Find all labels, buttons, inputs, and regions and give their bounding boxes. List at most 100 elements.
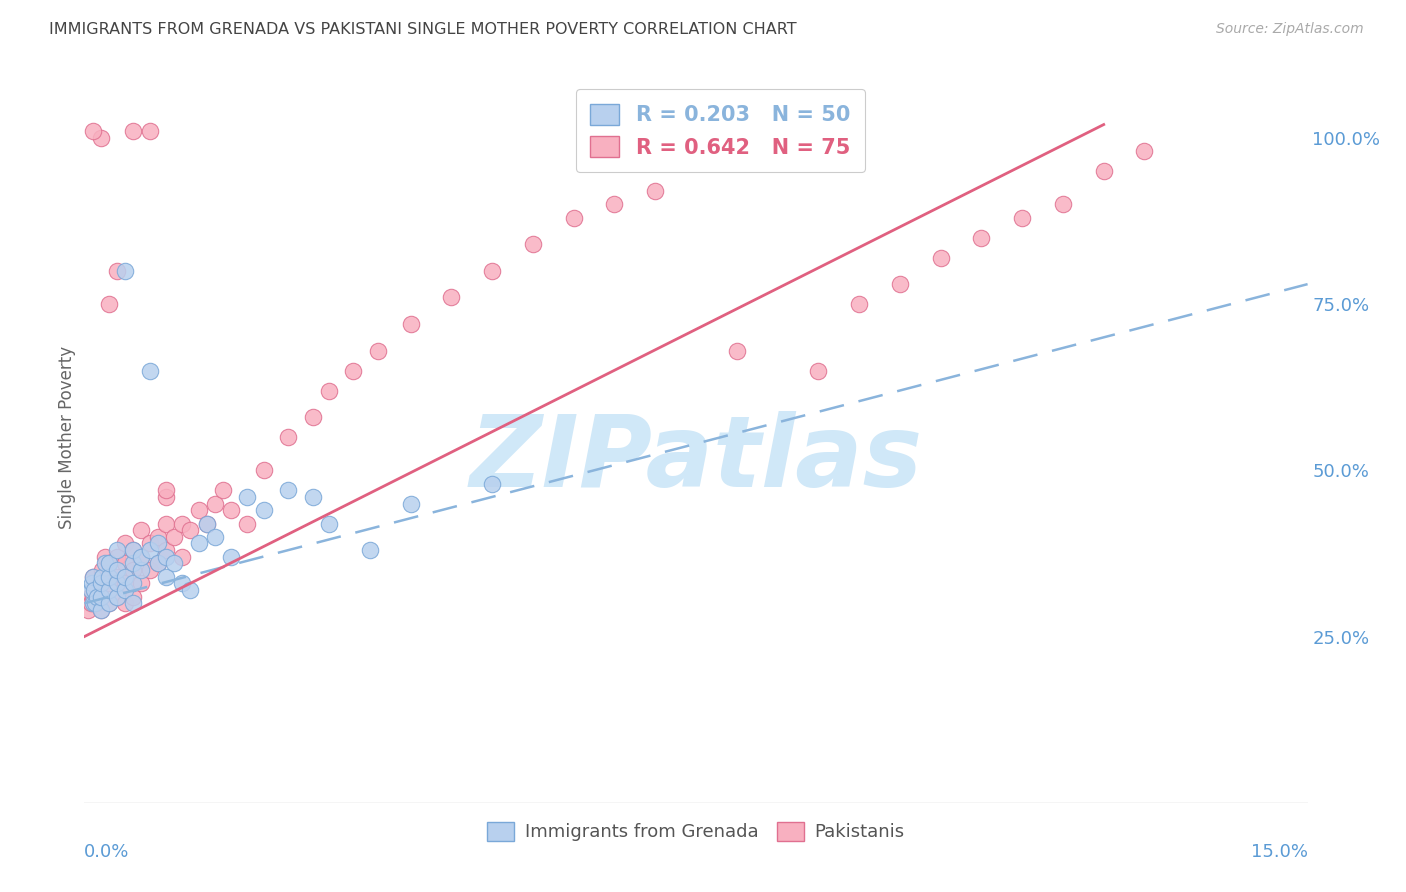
Point — [155, 483, 177, 498]
Point — [644, 184, 666, 198]
Point — [105, 576, 128, 591]
Point — [155, 490, 177, 504]
Point — [97, 576, 120, 591]
Point — [97, 596, 120, 610]
Point — [114, 596, 136, 610]
Point — [105, 590, 128, 604]
Point — [195, 516, 218, 531]
Point — [82, 590, 104, 604]
Point — [1133, 144, 1156, 158]
Point — [93, 549, 115, 564]
Point — [929, 251, 952, 265]
Point — [342, 363, 364, 377]
Point — [1011, 211, 1033, 225]
Point — [93, 557, 115, 571]
Point — [105, 570, 128, 584]
Point — [114, 536, 136, 550]
Point — [114, 576, 136, 591]
Point — [219, 503, 242, 517]
Point — [138, 543, 160, 558]
Point — [204, 530, 226, 544]
Point — [122, 576, 145, 591]
Point — [204, 497, 226, 511]
Point — [122, 543, 145, 558]
Point — [172, 516, 194, 531]
Point — [90, 590, 112, 604]
Legend: Immigrants from Grenada, Pakistanis: Immigrants from Grenada, Pakistanis — [479, 814, 912, 848]
Point — [146, 557, 169, 571]
Point — [1052, 197, 1074, 211]
Point — [889, 277, 911, 292]
Point — [105, 563, 128, 577]
Point — [82, 596, 104, 610]
Point — [122, 563, 145, 577]
Point — [155, 549, 177, 564]
Point — [90, 131, 112, 145]
Point — [179, 523, 201, 537]
Point — [236, 490, 259, 504]
Point — [83, 582, 105, 597]
Point — [131, 523, 153, 537]
Point — [122, 543, 145, 558]
Point — [367, 343, 389, 358]
Point — [82, 570, 104, 584]
Point — [90, 576, 112, 591]
Point — [155, 516, 177, 531]
Point — [146, 530, 169, 544]
Point — [86, 596, 108, 610]
Point — [301, 410, 323, 425]
Point — [114, 557, 136, 571]
Point — [91, 570, 114, 584]
Point — [318, 384, 340, 398]
Point — [562, 211, 585, 225]
Point — [131, 576, 153, 591]
Text: Source: ZipAtlas.com: Source: ZipAtlas.com — [1216, 22, 1364, 37]
Point — [105, 264, 128, 278]
Point — [90, 603, 112, 617]
Point — [163, 530, 186, 544]
Point — [114, 582, 136, 597]
Point — [97, 596, 120, 610]
Point — [138, 563, 160, 577]
Point — [179, 582, 201, 597]
Point — [138, 124, 160, 138]
Point — [725, 343, 748, 358]
Point — [522, 237, 544, 252]
Point — [970, 230, 993, 244]
Point — [84, 596, 107, 610]
Text: ZIPatlas: ZIPatlas — [470, 410, 922, 508]
Text: IMMIGRANTS FROM GRENADA VS PAKISTANI SINGLE MOTHER POVERTY CORRELATION CHART: IMMIGRANTS FROM GRENADA VS PAKISTANI SIN… — [49, 22, 797, 37]
Point — [131, 549, 153, 564]
Point — [212, 483, 235, 498]
Text: 15.0%: 15.0% — [1250, 843, 1308, 861]
Point — [90, 590, 112, 604]
Point — [187, 536, 209, 550]
Point — [172, 576, 194, 591]
Point — [80, 576, 103, 591]
Point — [105, 549, 128, 564]
Point — [277, 483, 299, 498]
Point — [155, 543, 177, 558]
Point — [807, 363, 830, 377]
Point — [122, 124, 145, 138]
Point — [82, 124, 104, 138]
Point — [131, 549, 153, 564]
Point — [83, 582, 105, 597]
Point — [77, 603, 100, 617]
Point — [131, 563, 153, 577]
Point — [97, 557, 120, 571]
Point — [318, 516, 340, 531]
Point — [80, 582, 103, 597]
Point — [481, 264, 503, 278]
Point — [301, 490, 323, 504]
Point — [1092, 164, 1115, 178]
Point — [236, 516, 259, 531]
Point — [97, 557, 120, 571]
Point — [114, 570, 136, 584]
Point — [172, 549, 194, 564]
Point — [848, 297, 870, 311]
Point — [399, 317, 422, 331]
Point — [138, 536, 160, 550]
Point — [138, 363, 160, 377]
Point — [253, 463, 276, 477]
